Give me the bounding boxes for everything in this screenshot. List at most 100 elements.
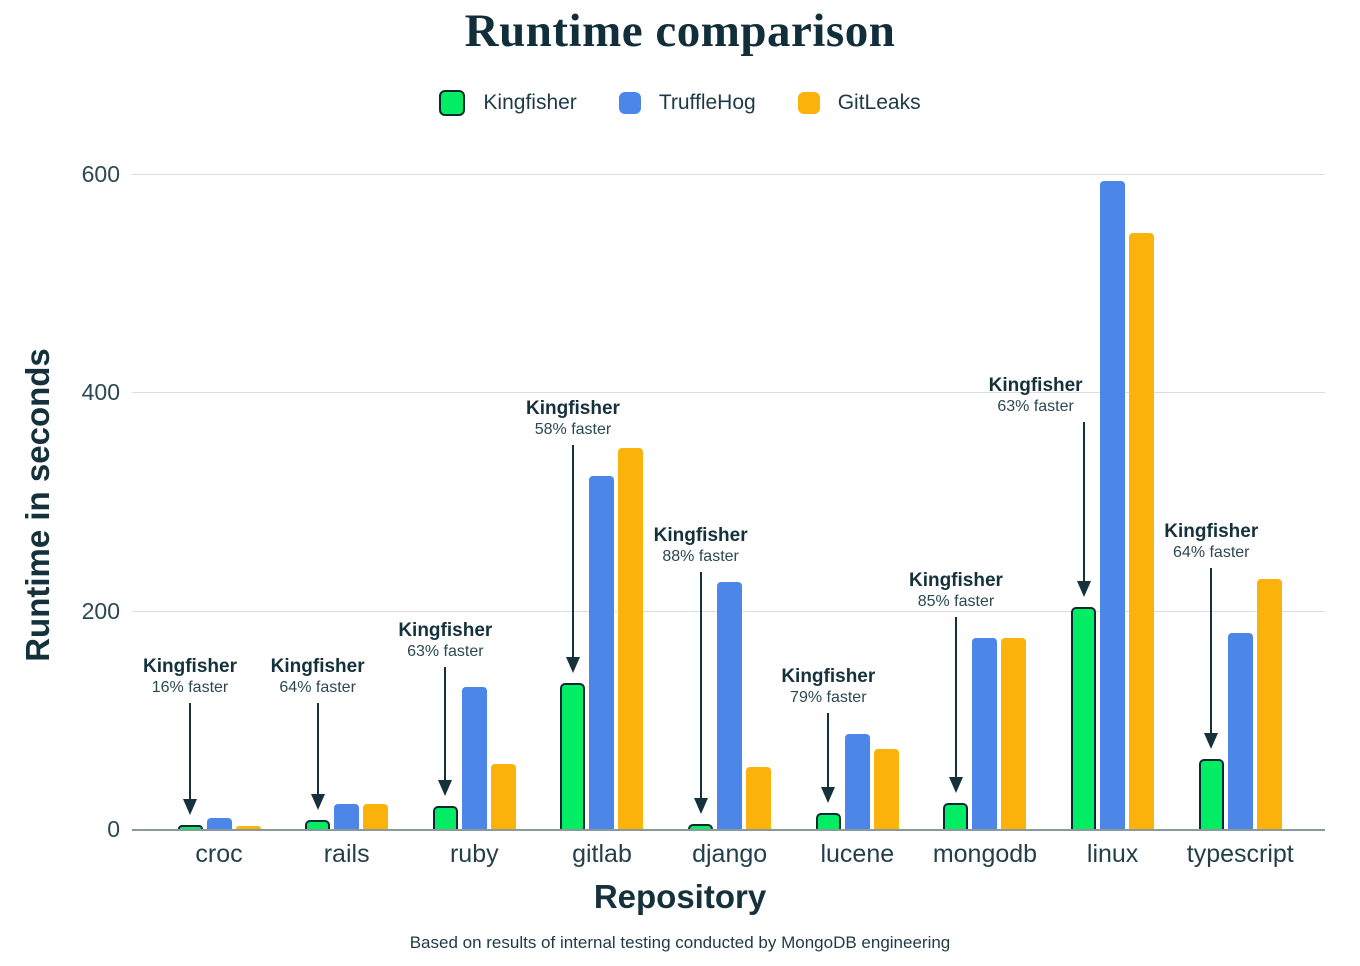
bar-kingfisher-django xyxy=(688,823,714,829)
annotation-rails: Kingfisher 64% faster xyxy=(223,656,413,697)
gridline-600 xyxy=(132,174,1325,175)
annotation-croc: Kingfisher 16% faster xyxy=(95,656,285,697)
annotation-lucene: Kingfisher 79% faster xyxy=(733,666,923,707)
annotation-percent: 64% faster xyxy=(1173,544,1250,561)
x-axis-title: Repository xyxy=(593,878,767,915)
annotation-percent: 63% faster xyxy=(407,643,484,660)
kingfisher-swatch-icon xyxy=(439,90,466,116)
bar-kingfisher-mongodb xyxy=(943,802,969,829)
annotation-arrow-shaft-lucene xyxy=(827,713,830,788)
annotation-percent: 58% faster xyxy=(534,421,612,438)
bar-gitleaks-croc xyxy=(235,825,261,829)
annotation-percent: 88% faster xyxy=(662,548,739,565)
x-tick-mongodb: mongodb xyxy=(932,840,1038,868)
bar-trufflehog-lucene xyxy=(844,734,870,829)
annotation-arrow-shaft-linux xyxy=(1082,422,1085,583)
annotation-label: Kingfisher xyxy=(1164,521,1259,542)
bar-gitleaks-mongodb xyxy=(1001,637,1027,829)
annotation-arrow-head-gitlab xyxy=(565,656,580,673)
bar-kingfisher-lucene xyxy=(815,812,841,829)
annotation-arrow-head-linux xyxy=(1076,581,1091,598)
y-tick-400: 400 xyxy=(81,379,120,406)
x-tick-ruby: ruby xyxy=(449,840,499,868)
annotation-ruby: Kingfisher 63% faster xyxy=(350,620,540,661)
bar-gitleaks-linux xyxy=(1129,232,1155,829)
annotation-arrow-shaft-mongodb xyxy=(954,617,957,778)
annotation-label: Kingfisher xyxy=(270,656,365,677)
legend: Kingfisher TruffleHog GitLeaks xyxy=(0,90,1360,116)
legend-label-trufflehog: TruffleHog xyxy=(658,91,756,114)
bar-trufflehog-rails xyxy=(334,803,360,829)
annotation-label: Kingfisher xyxy=(398,620,493,641)
annotation-label: Kingfisher xyxy=(525,398,620,419)
y-tick-200: 200 xyxy=(81,597,120,624)
annotation-typescript: Kingfisher 64% faster xyxy=(1116,521,1306,562)
legend-item-gitleaks: GitLeaks xyxy=(797,91,921,115)
annotation-django: Kingfisher 88% faster xyxy=(606,525,796,566)
annotation-arrow-shaft-croc xyxy=(189,703,191,800)
annotation-percent: 16% faster xyxy=(151,679,229,696)
x-tick-django: django xyxy=(692,840,768,868)
bar-gitleaks-lucene xyxy=(873,749,899,829)
annotation-arrow-head-django xyxy=(693,797,708,814)
annotation-label: Kingfisher xyxy=(653,525,748,546)
bar-trufflehog-croc xyxy=(206,818,232,829)
bar-gitleaks-gitlab xyxy=(618,448,644,829)
bar-kingfisher-typescript xyxy=(1198,759,1224,829)
bar-trufflehog-mongodb xyxy=(972,637,998,829)
bar-kingfisher-rails xyxy=(305,820,331,829)
annotation-arrow-head-mongodb xyxy=(948,776,963,793)
trufflehog-swatch-icon xyxy=(618,92,641,114)
legend-label-kingfisher: Kingfisher xyxy=(483,91,577,114)
bar-kingfisher-ruby xyxy=(432,806,458,829)
annotation-arrow-shaft-ruby xyxy=(444,667,447,782)
bar-gitleaks-typescript xyxy=(1256,579,1282,829)
legend-item-trufflehog: TruffleHog xyxy=(618,91,756,115)
annotation-label: Kingfisher xyxy=(988,375,1083,396)
bar-trufflehog-ruby xyxy=(461,687,487,829)
gridline-400 xyxy=(132,392,1325,394)
annotation-arrow-head-ruby xyxy=(438,780,453,797)
annotation-label: Kingfisher xyxy=(143,656,237,677)
annotation-percent: 63% faster xyxy=(997,398,1074,415)
chart-title: Runtime comparison xyxy=(464,5,896,57)
legend-item-kingfisher: Kingfisher xyxy=(439,90,577,116)
x-tick-gitlab: gitlab xyxy=(572,840,632,868)
bar-trufflehog-django xyxy=(717,582,743,829)
annotation-arrow-shaft-typescript xyxy=(1210,568,1213,735)
bar-gitleaks-rails xyxy=(363,803,389,829)
bar-kingfisher-croc xyxy=(177,824,203,829)
annotation-percent: 64% faster xyxy=(279,679,356,696)
footnote: Based on results of internal testing con… xyxy=(409,933,951,952)
annotation-percent: 79% faster xyxy=(790,689,867,706)
bar-gitleaks-django xyxy=(746,766,772,829)
legend-label-gitleaks: GitLeaks xyxy=(837,91,921,114)
annotation-arrow-head-croc xyxy=(183,798,197,815)
bar-gitleaks-ruby xyxy=(490,763,516,829)
annotation-arrow-head-rails xyxy=(310,794,325,811)
annotation-arrow-head-lucene xyxy=(821,786,836,803)
annotation-label: Kingfisher xyxy=(781,666,876,687)
y-tick-600: 600 xyxy=(81,161,120,187)
x-tick-croc: croc xyxy=(195,840,243,868)
gitleaks-swatch-icon xyxy=(797,92,820,114)
annotation-linux: Kingfisher 63% faster xyxy=(941,375,1131,416)
annotation-arrow-shaft-rails xyxy=(316,703,319,796)
y-axis-title: Runtime in seconds xyxy=(19,348,56,662)
annotation-arrow-shaft-gitlab xyxy=(571,445,574,658)
y-tick-0: 0 xyxy=(107,816,120,842)
bar-kingfisher-linux xyxy=(1071,607,1097,829)
bar-trufflehog-linux xyxy=(1100,180,1126,829)
x-tick-lucene: lucene xyxy=(820,840,895,868)
x-axis-line xyxy=(132,829,1325,831)
annotation-percent: 85% faster xyxy=(917,593,995,610)
bar-trufflehog-typescript xyxy=(1227,632,1253,829)
annotation-mongodb: Kingfisher 85% faster xyxy=(861,570,1051,611)
bar-trufflehog-gitlab xyxy=(589,476,615,829)
bar-kingfisher-gitlab xyxy=(560,682,586,829)
annotation-label: Kingfisher xyxy=(908,570,1003,591)
x-tick-rails: rails xyxy=(323,840,370,868)
annotation-arrow-head-typescript xyxy=(1204,733,1219,750)
x-tick-linux: linux xyxy=(1086,840,1139,868)
